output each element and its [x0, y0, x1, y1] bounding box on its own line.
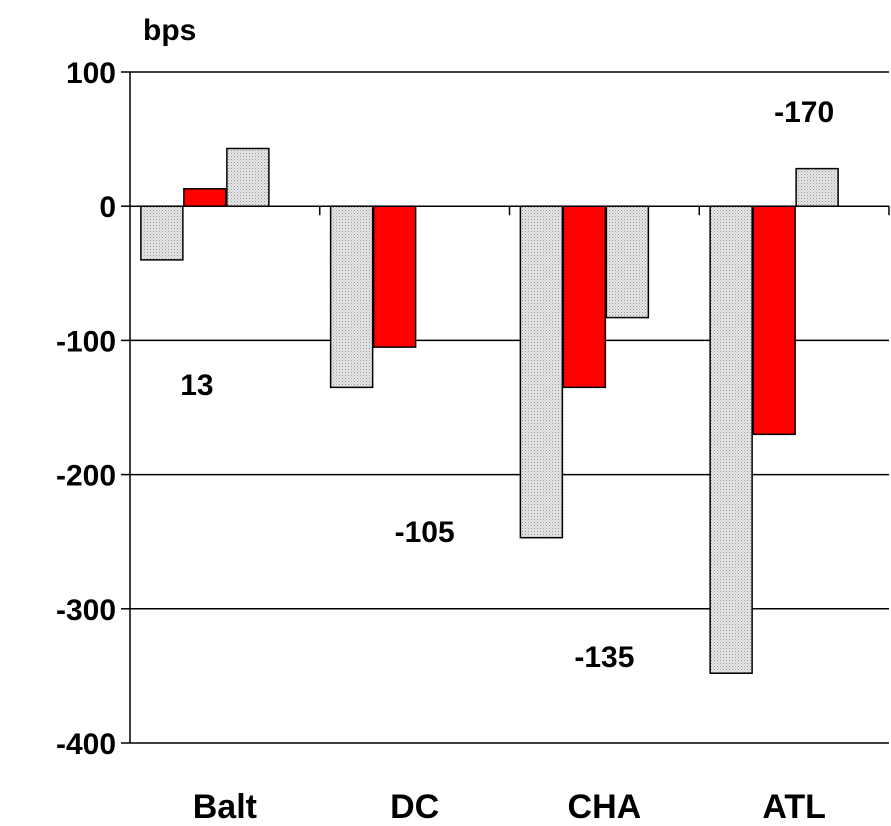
bar [562, 205, 607, 389]
bar [372, 205, 417, 348]
y-tick-label: -200 [56, 460, 116, 493]
y-tick-label: -300 [56, 594, 116, 627]
y-tick-label: -400 [56, 728, 116, 761]
bar [226, 147, 270, 207]
x-tick-label: ATL [762, 788, 826, 826]
data-label: -170 [774, 96, 834, 129]
bar [183, 188, 227, 207]
axes [121, 71, 890, 744]
bar [329, 205, 374, 389]
bar [709, 205, 753, 674]
bar [140, 205, 184, 261]
y-tick-label: 0 [99, 191, 116, 224]
bar [752, 205, 796, 436]
data-label: -105 [395, 516, 455, 549]
labels: 100 0 -100 -200 -300 -400 Balt DC CHA ATL bps 13 -10… [56, 14, 834, 826]
x-tick-label: DC [390, 788, 439, 826]
data-label: 13 [180, 369, 213, 402]
y-tick-label: -100 [56, 325, 116, 358]
bar [605, 205, 650, 319]
x-tick-label: Balt [193, 788, 257, 826]
bar [795, 167, 839, 207]
bars [140, 147, 839, 674]
bar [519, 205, 564, 539]
data-label: -135 [574, 641, 634, 674]
x-tick-label: CHA [568, 788, 642, 826]
y-tick-label: 100 [66, 57, 116, 90]
y-axis-unit-label: bps [143, 14, 196, 47]
